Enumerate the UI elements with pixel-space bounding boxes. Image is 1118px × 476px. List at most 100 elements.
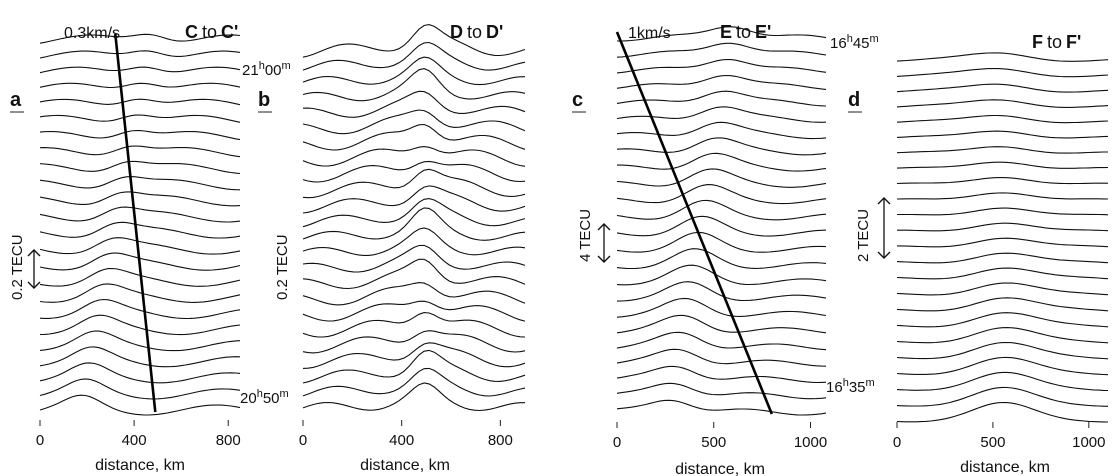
tec-trace <box>896 327 1109 344</box>
tec-trace <box>616 281 827 302</box>
panel-letter-a: a <box>10 89 22 111</box>
title-d-to: F' <box>1066 32 1081 52</box>
x-tick-label: 800 <box>488 432 513 449</box>
tec-trace <box>39 237 241 255</box>
tec-trace <box>302 146 526 167</box>
time-top-d: 16h45m <box>830 33 879 52</box>
tec-trace <box>896 177 1108 185</box>
tec-trace <box>896 297 1109 312</box>
tec-trace <box>896 83 1109 93</box>
traces-a <box>39 33 241 416</box>
x-tick-label: 1000 <box>794 434 827 451</box>
traces-b <box>302 24 526 412</box>
tec-trace <box>302 258 526 290</box>
title-a-to-word: to <box>202 22 217 42</box>
tec-trace <box>616 199 827 221</box>
tec-trace <box>302 56 526 86</box>
tec-trace <box>616 264 827 286</box>
tec-trace <box>39 176 241 191</box>
tec-trace <box>896 114 1109 124</box>
scale-label-c: 4 TECU <box>577 209 594 262</box>
tec-trace <box>616 168 827 188</box>
tec-trace <box>39 298 241 320</box>
tec-trace <box>302 41 526 71</box>
tec-trace <box>896 341 1109 360</box>
title-c-from: E <box>720 22 732 42</box>
tec-trace <box>302 160 526 183</box>
title-d-to-word: to <box>1047 32 1062 52</box>
tec-trace <box>302 168 526 199</box>
tec-trace <box>302 198 526 228</box>
time-bottom-a: 20h50m <box>240 388 289 407</box>
x-axis-b: 0 400 800 <box>299 420 513 449</box>
velocity-label-a: 0.3km/s <box>64 25 120 42</box>
tec-trace <box>896 401 1109 423</box>
time-bottom-d: 16h35m <box>826 377 875 396</box>
scale-bar-a: 0.2 TECU <box>9 234 41 300</box>
tec-trace <box>616 399 827 416</box>
tec-trace <box>616 231 827 253</box>
x-label-a: distance, km <box>95 457 185 474</box>
x-tick-label: 0 <box>893 434 901 451</box>
x-tick-label: 500 <box>980 434 1005 451</box>
tec-trace <box>39 98 241 106</box>
tec-trace <box>39 66 241 74</box>
tec-trace <box>897 237 1109 248</box>
tec-trace <box>896 52 1109 62</box>
tec-trace <box>896 312 1109 328</box>
tec-trace <box>302 349 526 384</box>
scale-bar-d: 2 TECU <box>855 197 891 262</box>
x-tick-label: 0 <box>36 432 44 449</box>
tec-trace <box>616 121 827 140</box>
tec-trace <box>39 191 241 207</box>
panel-letter-c: c <box>572 89 583 111</box>
tec-trace <box>896 67 1109 78</box>
tec-trace <box>616 42 827 58</box>
tec-trace <box>616 137 827 156</box>
tec-trace <box>302 109 526 135</box>
tec-trace <box>302 382 525 412</box>
tec-trace <box>39 82 241 89</box>
x-label-d: distance, km <box>960 459 1050 476</box>
panel-letter-d: d <box>848 89 860 111</box>
tec-trace <box>39 114 241 123</box>
x-tick-label: 0 <box>299 432 307 449</box>
title-a-from: C <box>185 22 198 42</box>
scale-bar-c: 4 TECU <box>577 209 611 263</box>
scale-label-d: 2 TECU <box>855 209 872 262</box>
tec-trace <box>616 74 827 90</box>
x-tick-label: 500 <box>701 434 726 451</box>
x-axis-c: 0 500 1000 <box>613 422 827 451</box>
tec-trace <box>39 283 241 303</box>
front-line-c <box>615 31 774 415</box>
tec-trace <box>39 330 241 352</box>
x-axis-d: 0 500 1000 <box>893 422 1106 451</box>
tec-trace <box>302 227 526 256</box>
x-tick-label: 1000 <box>1072 434 1105 451</box>
tec-trace <box>896 161 1109 169</box>
tec-trace <box>896 130 1109 139</box>
tec-trace <box>39 145 241 158</box>
tec-trace <box>302 185 526 214</box>
tec-trace <box>616 365 827 384</box>
x-tick-label: 400 <box>389 432 414 449</box>
tec-trace <box>39 346 241 368</box>
tec-trace <box>896 146 1108 154</box>
tec-trace <box>616 297 827 318</box>
tec-trace <box>896 386 1109 407</box>
tec-trace <box>896 356 1109 376</box>
title-d-from: F <box>1032 32 1043 52</box>
tec-trace <box>302 342 526 369</box>
tec-trace <box>39 129 241 141</box>
tec-trace <box>39 314 241 336</box>
front-line-a <box>114 33 157 413</box>
tec-trace <box>302 282 526 306</box>
tec-trace <box>617 26 827 42</box>
title-c-to: E' <box>755 22 771 42</box>
tec-trace <box>616 248 827 270</box>
traces-c <box>616 26 827 416</box>
tec-trace <box>302 312 526 338</box>
